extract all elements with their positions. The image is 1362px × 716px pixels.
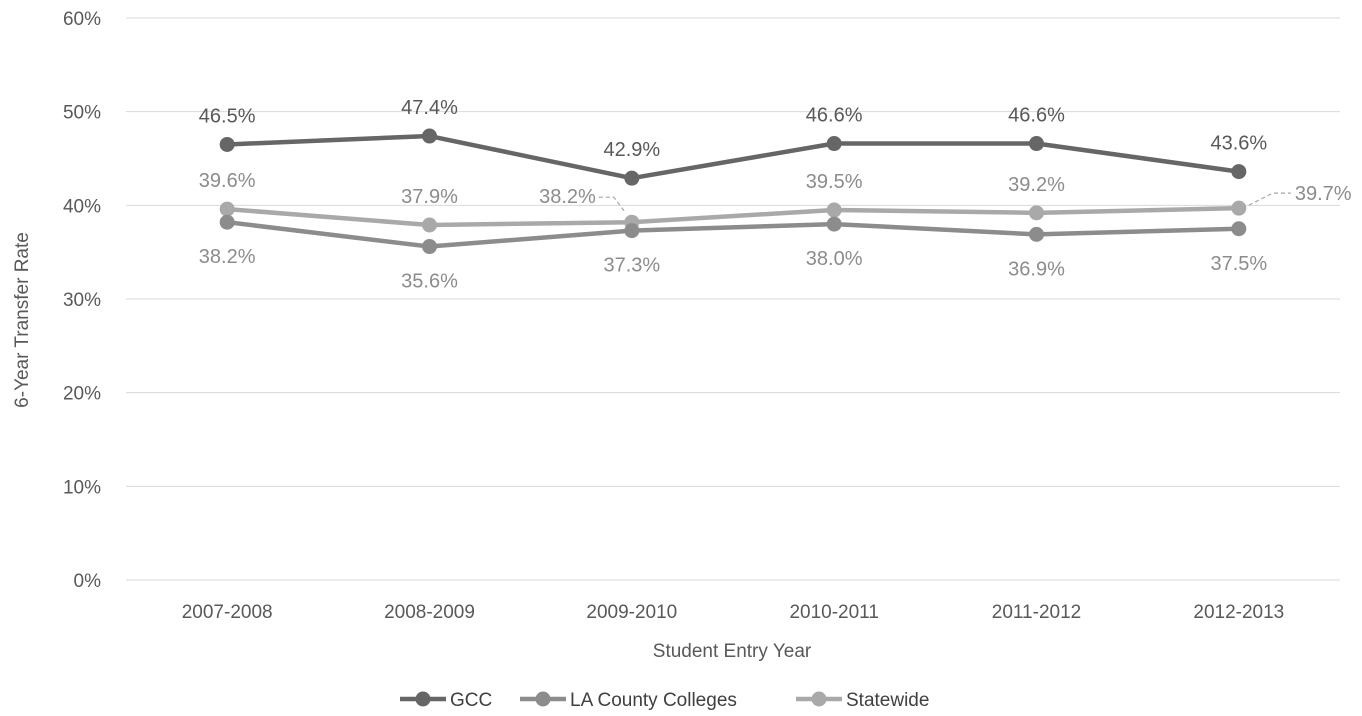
y-tick-label: 20%: [63, 384, 101, 405]
data-point: [1029, 136, 1044, 152]
data-label: 38.2%: [199, 246, 256, 268]
data-label: 39.6%: [199, 170, 256, 192]
data-point: [422, 217, 437, 233]
data-point: [219, 214, 235, 230]
data-label: 46.6%: [806, 105, 863, 127]
x-axis-title: Student Entry Year: [653, 641, 812, 662]
data-label: 46.5%: [199, 105, 256, 127]
x-tick-label: 2010-2011: [789, 602, 878, 623]
data-point: [219, 201, 235, 217]
data-label: 42.9%: [603, 139, 660, 161]
data-point: [1231, 164, 1247, 180]
data-point: [826, 216, 842, 232]
y-tick-label: 10%: [63, 477, 101, 498]
data-point: [624, 170, 640, 186]
legend: GCC LA County Colleges Statewide: [400, 690, 929, 711]
x-tick-label: 2011-2012: [992, 602, 1081, 623]
data-point: [624, 223, 640, 239]
y-axis-ticks: 0% 10% 20% 30% 40% 50% 60%: [63, 9, 101, 592]
data-point: [422, 128, 437, 144]
y-tick-label: 30%: [63, 290, 101, 311]
data-point: [422, 239, 437, 255]
data-label: 43.6%: [1210, 133, 1267, 155]
legend-swatch-marker: [811, 691, 827, 707]
data-label: 39.5%: [806, 171, 863, 193]
data-label: 37.5%: [1210, 253, 1267, 275]
data-point: [1231, 200, 1247, 216]
data-label: 37.3%: [603, 255, 660, 277]
data-point: [1231, 221, 1247, 237]
legend-swatch-marker: [535, 691, 551, 707]
x-axis-ticks: 2007-2008 2008-2009 2009-2010 2010-2011 2011…: [182, 602, 1285, 623]
data-point: [1029, 205, 1044, 221]
data-point: [1029, 226, 1044, 242]
y-tick-label: 60%: [63, 9, 101, 30]
x-tick-label: 2007-2008: [182, 602, 273, 623]
y-tick-label: 40%: [63, 196, 101, 217]
legend-swatch-marker: [415, 691, 431, 707]
leader-line: [1248, 192, 1291, 206]
data-point: [826, 202, 842, 218]
data-label: 46.6%: [1008, 105, 1065, 127]
x-tick-label: 2012-2013: [1193, 602, 1284, 623]
legend-label: LA County Colleges: [570, 690, 737, 711]
data-label: 47.4%: [401, 97, 458, 119]
data-label: 37.9%: [401, 186, 458, 208]
data-point: [826, 136, 842, 152]
series-line: [227, 133, 1240, 181]
data-labels: 46.5% 47.4% 42.9% 46.6% 46.6% 43.6% 38.2% 35.6%…: [199, 97, 1352, 293]
x-tick-label: 2008-2009: [384, 602, 475, 623]
data-label: 38.2%: [539, 186, 596, 208]
series-group: [219, 128, 1247, 255]
leader-line: [598, 196, 627, 214]
y-tick-label: 50%: [63, 103, 101, 124]
legend-label: GCC: [450, 690, 492, 711]
series-line: [226, 205, 1239, 228]
data-label: 38.0%: [806, 248, 863, 270]
data-label: 39.7%: [1295, 183, 1352, 205]
legend-label: Statewide: [846, 690, 929, 711]
y-axis-title: 6-Year Transfer Rate: [12, 232, 33, 408]
data-label: 35.6%: [401, 271, 458, 293]
data-point: [219, 136, 235, 152]
x-tick-label: 2009-2010: [586, 602, 677, 623]
y-tick-label: 0%: [74, 571, 102, 592]
gridlines: [126, 17, 1340, 581]
series-line: [226, 219, 1239, 249]
data-label: 39.2%: [1008, 174, 1065, 196]
data-label: 36.9%: [1008, 258, 1065, 280]
